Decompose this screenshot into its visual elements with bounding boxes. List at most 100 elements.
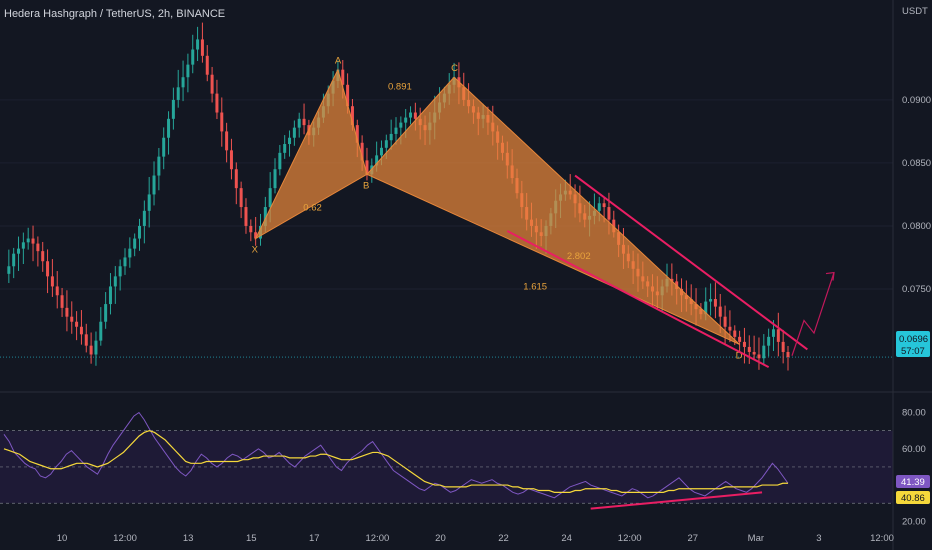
candle-body	[162, 137, 166, 157]
candle-body	[220, 112, 224, 132]
candle-body	[738, 336, 742, 342]
candle-body	[607, 207, 611, 220]
current-price-value: 0.0696	[899, 334, 928, 345]
price-candles	[7, 22, 790, 371]
time-tick-label: 17	[309, 533, 320, 544]
candle-body	[254, 232, 258, 239]
candle-body	[84, 334, 88, 346]
candle-body	[210, 74, 214, 94]
time-tick-label: 13	[183, 533, 194, 544]
harmonic-ratio: 2.802	[567, 251, 591, 262]
rsi-value: 41.39	[901, 477, 925, 488]
symbol-title: Hedera Hashgraph / TetherUS, 2h, BINANCE	[4, 8, 226, 20]
candle-body	[41, 251, 45, 262]
candle-body	[176, 87, 180, 100]
candle-body	[283, 144, 287, 153]
harmonic-point-d: D	[736, 350, 743, 361]
candle-body	[104, 304, 108, 322]
harmonic-triangle-xab	[254, 68, 368, 240]
time-tick-label: 24	[561, 533, 572, 544]
rsi-grid	[0, 430, 893, 504]
candle-body	[12, 253, 16, 267]
candle-body	[670, 278, 674, 282]
harmonic-point-x: X	[252, 245, 259, 256]
candle-body	[118, 266, 122, 277]
candle-body	[142, 210, 146, 226]
time-tick-label: 20	[435, 533, 446, 544]
candle-body	[65, 307, 69, 317]
candle-body	[167, 118, 171, 138]
candle-body	[50, 276, 54, 287]
candle-body	[21, 242, 25, 249]
candle-body	[46, 261, 50, 277]
candle-body	[781, 341, 785, 352]
candle-body	[196, 39, 200, 50]
rsi-badges: 41.39 40.86	[896, 475, 930, 504]
candle-body	[75, 321, 79, 327]
projection-arrowhead	[825, 271, 835, 281]
time-tick-label: 12:00	[365, 533, 389, 544]
candle-body	[602, 203, 606, 208]
candle-body	[229, 150, 233, 170]
time-axis: 10 12:00 13 15 17 12:00 20 22 24 12:00 27 Mar 3 12:00	[57, 533, 894, 544]
candle-body	[7, 266, 11, 274]
candle-body	[17, 248, 21, 254]
candle-body	[123, 257, 127, 267]
candle-body	[379, 147, 383, 156]
candle-body	[733, 330, 737, 337]
candle-body	[89, 345, 93, 355]
rsi-ma-value: 40.86	[901, 493, 925, 504]
candle-body	[375, 155, 379, 166]
current-price-badge: 0.0696 57:07	[896, 331, 930, 357]
harmonic-point-a: A	[335, 56, 342, 67]
candle-body	[191, 49, 195, 65]
candle-body	[239, 188, 243, 208]
candle-body	[704, 301, 708, 315]
candle-body	[55, 286, 59, 296]
candle-body	[128, 248, 132, 258]
candle-body	[762, 345, 766, 359]
channel-upper	[574, 174, 808, 351]
candle-body	[723, 316, 727, 327]
candle-body	[346, 84, 350, 107]
harmonic-point-c: C	[451, 63, 458, 74]
candle-body	[413, 112, 417, 119]
candle-body	[767, 336, 771, 346]
candle-body	[709, 299, 713, 302]
candle-body	[108, 286, 112, 305]
price-axis: 0.0900 0.0850 0.0800 0.0750	[902, 95, 931, 295]
time-tick-label: 15	[246, 533, 257, 544]
candle-body	[225, 131, 229, 151]
candle-body	[157, 156, 161, 176]
candle-body	[365, 160, 369, 175]
candle-body	[786, 351, 790, 358]
candle-body	[138, 225, 142, 239]
candle-body	[186, 64, 190, 78]
candle-body	[70, 316, 74, 322]
price-tick-label: 0.0900	[902, 95, 931, 106]
candle-body	[597, 203, 601, 211]
candle-body	[79, 326, 83, 335]
currency-label: USDT	[902, 6, 928, 17]
candle-body	[399, 122, 403, 128]
candle-body	[200, 39, 204, 56]
harmonic-point-b: B	[363, 180, 369, 191]
candle-body	[31, 238, 35, 244]
candle-body	[273, 169, 277, 189]
candle-body	[113, 276, 117, 287]
candle-body	[268, 188, 272, 208]
candle-body	[389, 133, 393, 141]
candle-body	[152, 175, 156, 195]
candle-body	[728, 326, 732, 331]
harmonic-ratio: 0.891	[388, 82, 412, 93]
harmonic-pattern: X A B C D 0.62 0.891 2.802 1.615	[252, 56, 743, 362]
rsi-tick-label: 60.00	[902, 444, 926, 455]
time-tick-label: 22	[498, 533, 509, 544]
price-tick-label: 0.0750	[902, 284, 931, 295]
projection-path	[791, 272, 835, 356]
candle-body	[409, 112, 413, 118]
time-tick-label: 12:00	[113, 533, 137, 544]
